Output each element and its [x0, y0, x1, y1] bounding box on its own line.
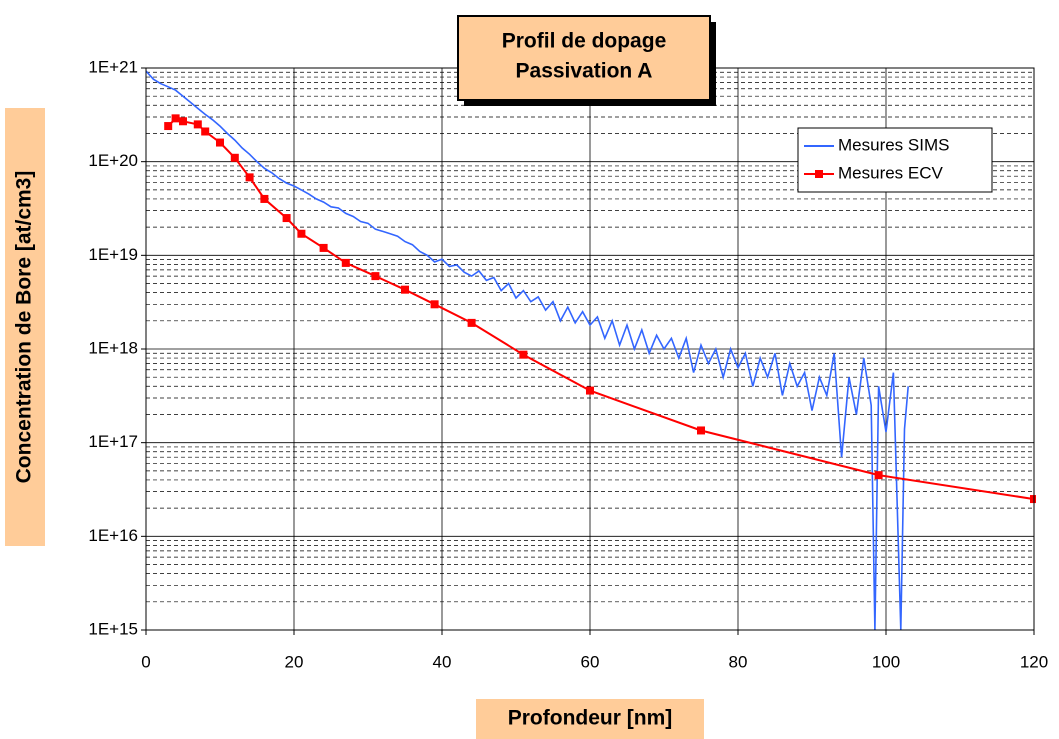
y-tick-label: 1E+17	[88, 432, 138, 451]
y-axis-label: Concentration de Bore [at/cm3]	[13, 171, 36, 484]
marker	[519, 350, 528, 359]
marker	[245, 173, 254, 182]
chart-title: Profil de dopage	[502, 30, 667, 53]
legend-marker	[815, 170, 823, 178]
marker	[164, 122, 173, 131]
marker	[697, 426, 705, 435]
marker	[230, 153, 239, 162]
legend: Mesures SIMS Mesures ECV	[804, 135, 949, 182]
x-tick-label: 20	[285, 652, 304, 671]
x-tick-label: 80	[729, 652, 748, 671]
marker	[216, 138, 224, 147]
marker	[171, 114, 180, 123]
x-tick-label: 60	[581, 652, 600, 671]
marker	[430, 300, 439, 309]
y-tick-label: 1E+19	[88, 245, 138, 264]
legend-box	[797, 127, 993, 193]
marker	[401, 285, 409, 294]
x-tick-label: 120	[1020, 652, 1048, 671]
x-tick-label: 100	[872, 652, 900, 671]
x-tick-label: 0	[141, 652, 150, 671]
title-box	[457, 15, 711, 101]
marks	[146, 70, 1036, 631]
legend-label: Mesures SIMS	[838, 135, 949, 154]
marker	[467, 318, 476, 327]
marker	[1030, 495, 1036, 504]
x-label-box	[476, 699, 704, 739]
legend-label: Mesures ECV	[838, 163, 944, 182]
marker	[260, 194, 269, 203]
series-line	[146, 70, 909, 631]
x-axis-label: Profondeur [nm]	[508, 707, 672, 730]
marker	[297, 229, 306, 238]
marker	[201, 127, 210, 136]
marker	[874, 471, 883, 480]
y-label-box	[5, 108, 45, 546]
y-tick-label: 1E+16	[88, 526, 138, 545]
marker	[371, 272, 380, 281]
y-tick-label: 1E+15	[88, 619, 138, 638]
y-tick-label: 1E+18	[88, 338, 138, 357]
x-tick-label: 40	[433, 652, 452, 671]
marker	[179, 117, 187, 126]
marker	[282, 214, 291, 223]
marker	[341, 258, 350, 267]
y-tick-label: 1E+21	[88, 57, 138, 76]
marker	[586, 386, 594, 395]
chart-subtitle: Passivation A	[516, 60, 653, 83]
marker	[193, 120, 202, 129]
y-tick-label: 1E+20	[88, 151, 138, 170]
marker	[319, 243, 328, 252]
